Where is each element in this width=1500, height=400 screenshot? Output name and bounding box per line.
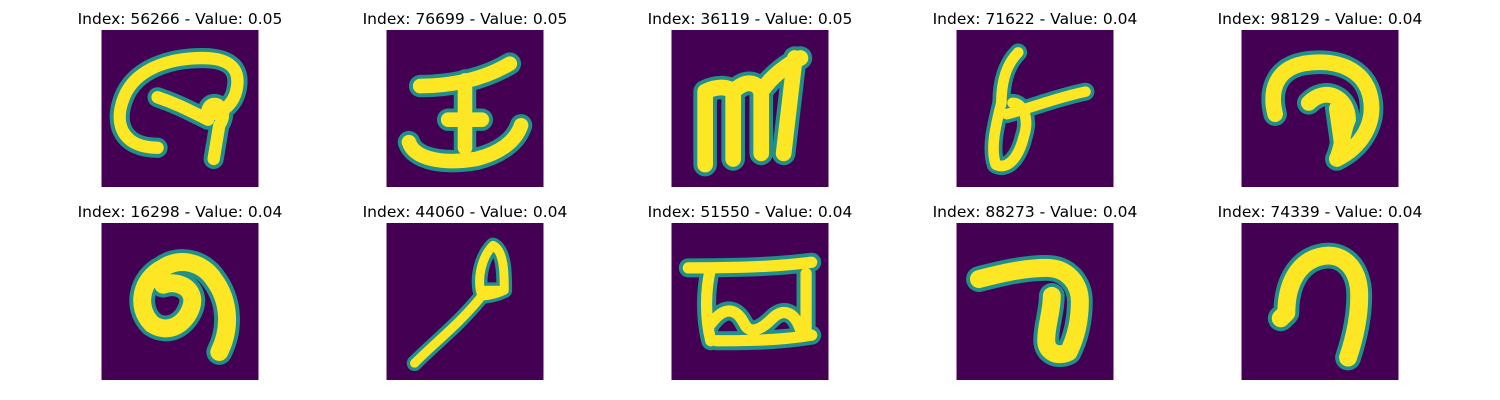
- panel-title: Index: 76699 - Value: 0.05: [315, 10, 615, 28]
- handwritten-glyph-image: [956, 30, 1114, 187]
- handwritten-glyph-image: [101, 223, 259, 380]
- handwritten-glyph-image: [1241, 223, 1399, 380]
- panel-title: Index: 56266 - Value: 0.05: [30, 10, 330, 28]
- grid-panel: Index: 44060 - Value: 0.04: [315, 203, 615, 388]
- panel-title: Index: 51550 - Value: 0.04: [600, 203, 900, 221]
- grid-panel: Index: 51550 - Value: 0.04: [600, 203, 900, 388]
- grid-panel: Index: 56266 - Value: 0.05: [30, 10, 330, 195]
- handwritten-glyph-image: [386, 30, 544, 187]
- panel-title: Index: 44060 - Value: 0.04: [315, 203, 615, 221]
- panel-title: Index: 36119 - Value: 0.05: [600, 10, 900, 28]
- grid-panel: Index: 74339 - Value: 0.04: [1170, 203, 1470, 388]
- panel-title: Index: 74339 - Value: 0.04: [1170, 203, 1470, 221]
- handwritten-glyph-image: [386, 223, 544, 380]
- panel-title: Index: 88273 - Value: 0.04: [885, 203, 1185, 221]
- handwritten-glyph-image: [956, 223, 1114, 380]
- panel-title: Index: 98129 - Value: 0.04: [1170, 10, 1470, 28]
- panel-title: Index: 71622 - Value: 0.04: [885, 10, 1185, 28]
- grid-panel: Index: 98129 - Value: 0.04: [1170, 10, 1470, 195]
- panel-title: Index: 16298 - Value: 0.04: [30, 203, 330, 221]
- handwritten-glyph-image: [671, 223, 829, 380]
- handwritten-glyph-image: [1241, 30, 1399, 187]
- grid-panel: Index: 88273 - Value: 0.04: [885, 203, 1185, 388]
- grid-panel: Index: 16298 - Value: 0.04: [30, 203, 330, 388]
- grid-panel: Index: 36119 - Value: 0.05: [600, 10, 900, 195]
- handwritten-glyph-image: [671, 30, 829, 187]
- grid-panel: Index: 71622 - Value: 0.04: [885, 10, 1185, 195]
- handwritten-glyph-image: [101, 30, 259, 187]
- grid-panel: Index: 76699 - Value: 0.05: [315, 10, 615, 195]
